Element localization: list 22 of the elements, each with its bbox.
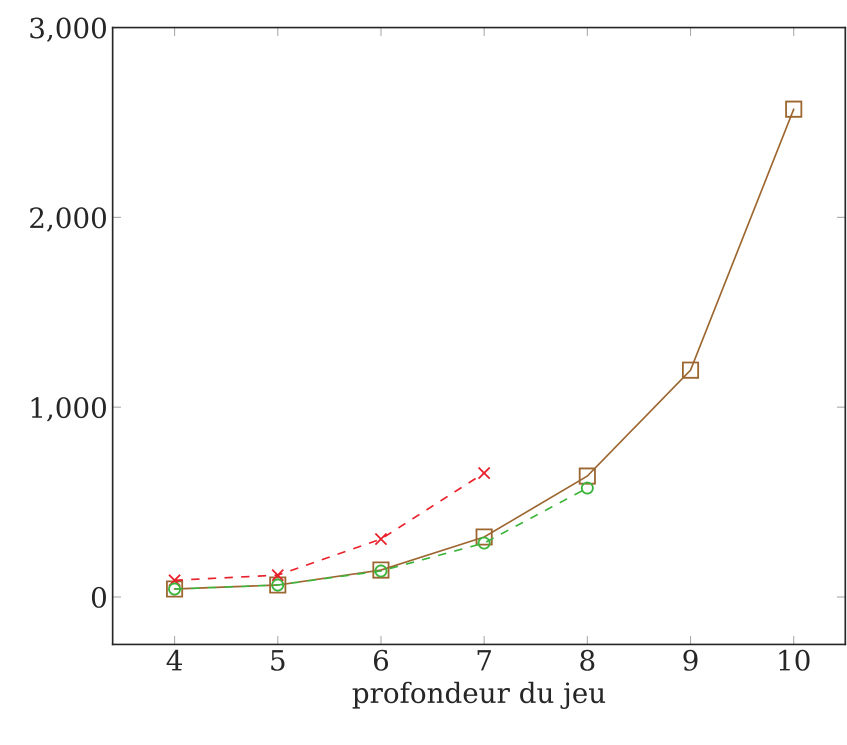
x-tick-label: 7 xyxy=(478,650,491,670)
x-tick-label: 10 xyxy=(779,650,810,671)
point xyxy=(372,561,390,579)
x-tick-label: 6 xyxy=(374,650,388,671)
x-axis-title: profondeur du jeu xyxy=(352,682,606,710)
point xyxy=(478,466,491,480)
point xyxy=(374,532,388,546)
x-tick-label: 8 xyxy=(580,650,594,671)
y-tick-label: 3,000 xyxy=(30,18,106,42)
point xyxy=(168,574,182,587)
x-tick-label: 4 xyxy=(166,650,182,670)
point xyxy=(580,482,594,494)
y-tick-label: 1,000 xyxy=(32,397,106,422)
point xyxy=(271,568,284,582)
x-tick-label: 9 xyxy=(683,650,698,671)
point xyxy=(476,528,493,546)
point xyxy=(785,100,802,118)
y-tick-label: 2,000 xyxy=(30,207,106,232)
point xyxy=(578,468,596,485)
x-tick-label: 5 xyxy=(271,650,284,671)
point xyxy=(682,362,700,379)
y-tick-label: 0 xyxy=(92,586,106,608)
